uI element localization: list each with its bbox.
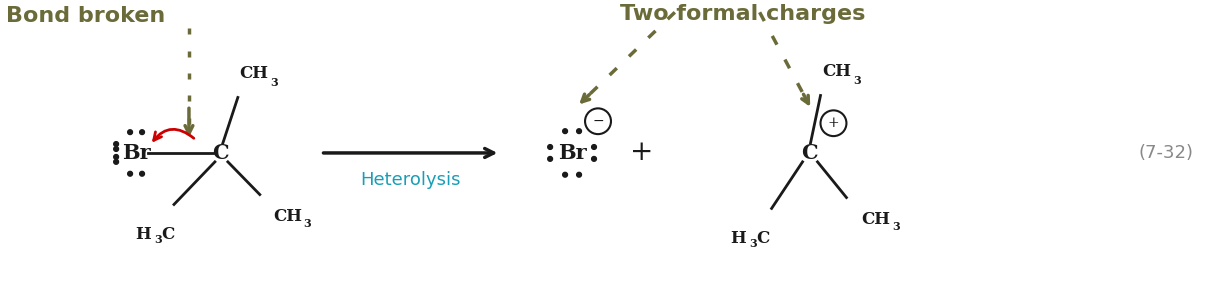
Text: 3: 3	[270, 77, 278, 88]
Text: H: H	[730, 230, 746, 247]
Text: CH: CH	[822, 63, 851, 80]
Text: H: H	[135, 226, 151, 243]
Text: C: C	[161, 226, 174, 243]
Circle shape	[562, 172, 567, 177]
Circle shape	[114, 142, 118, 146]
Circle shape	[128, 130, 133, 135]
Circle shape	[114, 147, 118, 151]
Text: Br: Br	[557, 143, 586, 163]
Circle shape	[591, 157, 596, 161]
Text: +: +	[630, 140, 654, 166]
Text: 3: 3	[750, 238, 757, 249]
Text: 3: 3	[154, 234, 162, 245]
Text: CH: CH	[239, 65, 268, 82]
Text: Two formal charges: Two formal charges	[620, 4, 866, 24]
Text: 3: 3	[854, 75, 861, 86]
Circle shape	[114, 160, 118, 164]
Circle shape	[548, 157, 553, 161]
Text: CH: CH	[861, 212, 890, 228]
Text: Br: Br	[122, 143, 150, 163]
Text: CH: CH	[273, 209, 302, 225]
FancyArrowPatch shape	[154, 129, 193, 140]
Text: C: C	[213, 143, 230, 163]
Text: −: −	[592, 114, 603, 128]
Circle shape	[577, 129, 582, 134]
Text: +: +	[828, 116, 839, 130]
Circle shape	[562, 129, 567, 134]
Text: 3: 3	[303, 218, 312, 229]
Circle shape	[140, 171, 144, 176]
Text: C: C	[802, 143, 817, 163]
Text: C: C	[757, 230, 770, 247]
Circle shape	[128, 171, 133, 176]
Circle shape	[114, 155, 118, 159]
Circle shape	[577, 172, 582, 177]
Circle shape	[140, 130, 144, 135]
Circle shape	[548, 145, 553, 149]
Text: Bond broken: Bond broken	[6, 6, 166, 26]
Text: Heterolysis: Heterolysis	[360, 171, 461, 189]
Text: (7-32): (7-32)	[1139, 144, 1193, 162]
Circle shape	[591, 145, 596, 149]
Text: 3: 3	[892, 221, 899, 232]
